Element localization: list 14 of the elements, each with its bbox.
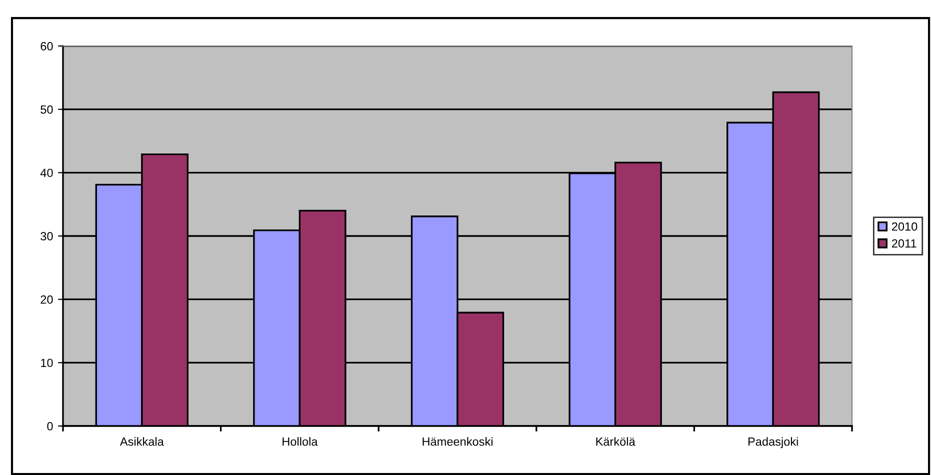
y-tick-label: 60: [40, 42, 53, 50]
x-tick-label: Asikkala: [120, 437, 164, 446]
y-tick-label: 30: [40, 232, 53, 240]
legend-label: 2010: [892, 222, 918, 231]
y-tick-label: 10: [41, 358, 53, 368]
x-tick-label: Hämeenkoski: [422, 437, 492, 446]
y-tick-label: 40: [40, 168, 53, 178]
y-tick-label: 0: [47, 422, 53, 430]
x-tick-label: Hollola: [282, 437, 318, 446]
y-tick-label: 50: [40, 105, 53, 114]
legend-label: 2011: [892, 239, 916, 248]
x-tick-label: Kärkölä: [596, 437, 636, 446]
x-tick-label: Padasjoki: [748, 437, 798, 448]
y-tick-label: 20: [40, 295, 53, 304]
